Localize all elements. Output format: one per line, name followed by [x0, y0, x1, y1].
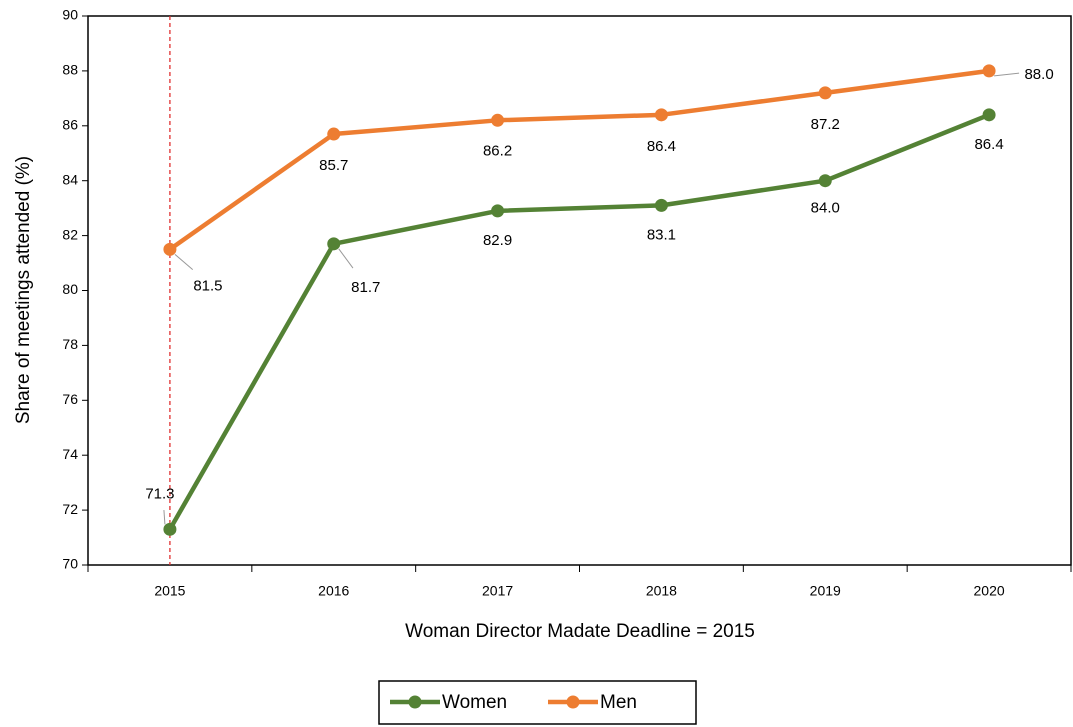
data-label: 84.0 [811, 200, 840, 217]
point [818, 86, 832, 100]
y-tick-label: 86 [62, 117, 78, 133]
y-tick-label: 70 [62, 556, 78, 572]
y-tick-label: 82 [62, 226, 78, 242]
data-label: 87.2 [811, 116, 840, 133]
point [818, 174, 832, 188]
x-tick-label: 2020 [974, 583, 1005, 599]
series-line [168, 68, 990, 252]
leader-line [338, 248, 354, 269]
data-label: 71.3 [145, 485, 174, 502]
leader-line [174, 253, 194, 271]
point [982, 64, 996, 78]
y-tick-label: 72 [62, 501, 78, 517]
point [982, 108, 996, 122]
x-tick-label: 2017 [482, 583, 513, 599]
y-tick-label: 74 [62, 446, 78, 462]
y-tick-label: 84 [62, 171, 78, 187]
x-tick-label: 2019 [810, 583, 841, 599]
y-tick-label: 80 [62, 281, 78, 297]
x-tick-label: 2018 [646, 583, 677, 599]
data-label: 86.2 [483, 142, 512, 159]
data-label: 86.4 [974, 136, 1003, 153]
series-line [167, 112, 990, 531]
leader-line [994, 72, 1020, 77]
y-tick-label: 90 [62, 7, 78, 23]
x-tick-label: 2016 [318, 583, 349, 599]
point [327, 237, 341, 251]
x-axis-label: Woman Director Madate Deadline = 2015 [405, 621, 755, 642]
point [163, 522, 177, 536]
y-axis-label: Share of meetings attended (%) [13, 156, 34, 424]
data-label: 88.0 [1024, 66, 1053, 83]
legend-marker [408, 695, 422, 709]
legend-label: Men [600, 692, 637, 713]
legend-label: Women [442, 692, 507, 713]
plot-frame [87, 15, 1072, 566]
data-label: 85.7 [319, 157, 348, 174]
data-label: 81.5 [193, 277, 222, 294]
point [327, 127, 341, 141]
leader-line [163, 510, 166, 525]
data-label: 83.1 [647, 226, 676, 243]
y-tick-label: 76 [62, 391, 78, 407]
y-tick-label: 78 [62, 336, 78, 352]
point [654, 198, 668, 212]
legend-box [378, 680, 697, 725]
y-tick-label: 88 [62, 62, 78, 78]
data-label: 82.9 [483, 232, 512, 249]
point [491, 113, 505, 127]
legend-marker [566, 695, 580, 709]
point [163, 242, 177, 256]
point [491, 204, 505, 218]
data-label: 81.7 [351, 279, 380, 296]
data-label: 86.4 [647, 138, 676, 155]
x-tick-label: 2015 [154, 583, 185, 599]
point [654, 108, 668, 122]
